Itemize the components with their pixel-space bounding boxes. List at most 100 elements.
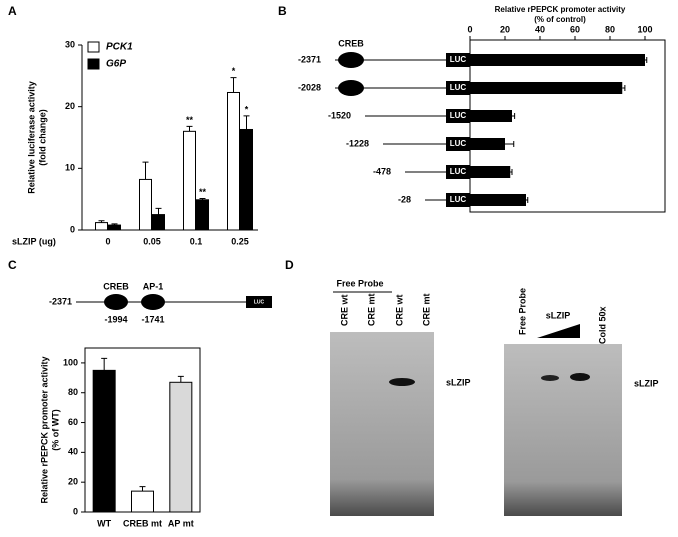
y-tick-label: 10 xyxy=(65,163,75,173)
y-axis-label: Relative rPEPCK promoter activity xyxy=(39,356,49,503)
gel-band xyxy=(541,375,559,381)
lane-label: CRE mt xyxy=(421,293,431,326)
legend-label: G6P xyxy=(106,59,126,70)
error-bar xyxy=(645,57,648,63)
y-tick-label: 60 xyxy=(68,417,78,427)
error-bar xyxy=(243,115,250,130)
element xyxy=(104,294,128,310)
y-tick-label: 40 xyxy=(68,447,78,457)
y-tick-label: 30 xyxy=(65,39,75,49)
bar xyxy=(196,199,209,231)
significance: * xyxy=(245,104,249,114)
error-bar xyxy=(622,85,626,91)
bar xyxy=(470,166,511,178)
construct-label: -2028 xyxy=(298,82,321,92)
x-tick-label: AP mt xyxy=(168,518,194,528)
luc-label: LUC xyxy=(450,55,467,64)
x-tick-label: 80 xyxy=(605,24,615,34)
luc-label: LUC xyxy=(450,139,467,148)
luc-box xyxy=(446,109,470,123)
error-bar xyxy=(111,223,118,226)
bar xyxy=(169,381,193,513)
bar xyxy=(227,91,240,231)
lane-label: CRE wt xyxy=(339,294,349,326)
error-bar xyxy=(512,113,516,119)
x-tick-label: 0 xyxy=(467,24,472,34)
reporter-label: LUC xyxy=(254,299,265,305)
x-tick-label: 20 xyxy=(500,24,510,34)
luc-box xyxy=(446,81,470,95)
luc-box xyxy=(446,193,470,207)
y-tick-label: 80 xyxy=(68,387,78,397)
lane-group-label: Free Probe xyxy=(336,278,383,288)
error-bar xyxy=(98,220,105,223)
element-label: AP-1 xyxy=(143,281,164,291)
error-bar xyxy=(526,197,529,203)
gel-band xyxy=(570,373,590,381)
y-tick-label: 100 xyxy=(63,357,78,367)
gel-band xyxy=(389,378,415,386)
error-bar xyxy=(142,161,149,180)
x-tick-label: 60 xyxy=(570,24,580,34)
y-axis-label: (fold change) xyxy=(37,109,47,166)
bar xyxy=(92,369,116,513)
bar xyxy=(470,54,645,66)
panel-label: A xyxy=(8,4,17,18)
significance: ** xyxy=(199,187,207,197)
element-position: -1994 xyxy=(104,314,127,324)
legend-swatch xyxy=(87,58,100,70)
bar xyxy=(470,82,623,94)
element xyxy=(141,294,165,310)
lane-label: sLZIP xyxy=(546,310,571,320)
luc-label: LUC xyxy=(450,83,467,92)
legend-label: PCK1 xyxy=(106,42,133,53)
start-label: -2371 xyxy=(49,296,72,306)
bar xyxy=(470,194,526,206)
error-bar xyxy=(510,169,513,175)
y-axis-label: Relative luciferase activity xyxy=(26,81,36,194)
y-tick-label: 0 xyxy=(70,224,75,234)
lane-label: CRE wt xyxy=(394,294,404,326)
x-tick-label: CREB mt xyxy=(123,518,162,528)
significance: ** xyxy=(186,115,194,125)
gel-image xyxy=(330,332,434,516)
error-bar xyxy=(101,357,108,371)
error-bar xyxy=(139,486,146,492)
bar xyxy=(183,130,196,231)
error-bar xyxy=(177,375,184,383)
error-bar xyxy=(155,207,162,215)
luc-box xyxy=(446,137,470,151)
panel-label: D xyxy=(285,258,294,272)
error-bar xyxy=(505,141,515,147)
construct-label: -1228 xyxy=(346,138,369,148)
construct-label: -1520 xyxy=(328,110,351,120)
x-tick-label: 40 xyxy=(535,24,545,34)
error-bar xyxy=(186,125,193,132)
construct-label: -2371 xyxy=(298,54,321,64)
bar xyxy=(470,138,505,150)
bar xyxy=(131,490,154,513)
bar xyxy=(95,222,108,231)
reporter-box xyxy=(246,296,272,308)
bar xyxy=(108,224,121,231)
lane-label: Free Probe xyxy=(517,288,527,335)
element-label: CREB xyxy=(103,281,129,291)
y-tick-label: 20 xyxy=(68,477,78,487)
creb-label: CREB xyxy=(338,38,364,48)
construct-diagram: -2371 CREB AP-1 -1994 -1741 LUC xyxy=(49,281,272,324)
construct-label: -28 xyxy=(398,194,411,204)
creb-element xyxy=(338,80,364,96)
creb-element xyxy=(338,52,364,68)
construct-label: -478 xyxy=(373,166,391,176)
bar xyxy=(470,110,512,122)
bar xyxy=(240,128,253,231)
plot-frame xyxy=(469,39,666,213)
x-tick-label: 0.05 xyxy=(143,236,161,246)
error-bar xyxy=(230,77,237,93)
y-tick-label: 0 xyxy=(73,506,78,516)
dose-triangle xyxy=(537,324,580,338)
x-tick-label: 0.25 xyxy=(231,236,249,246)
axis-title: Relative rPEPCK promoter activity xyxy=(495,5,626,14)
luc-box xyxy=(446,165,470,179)
